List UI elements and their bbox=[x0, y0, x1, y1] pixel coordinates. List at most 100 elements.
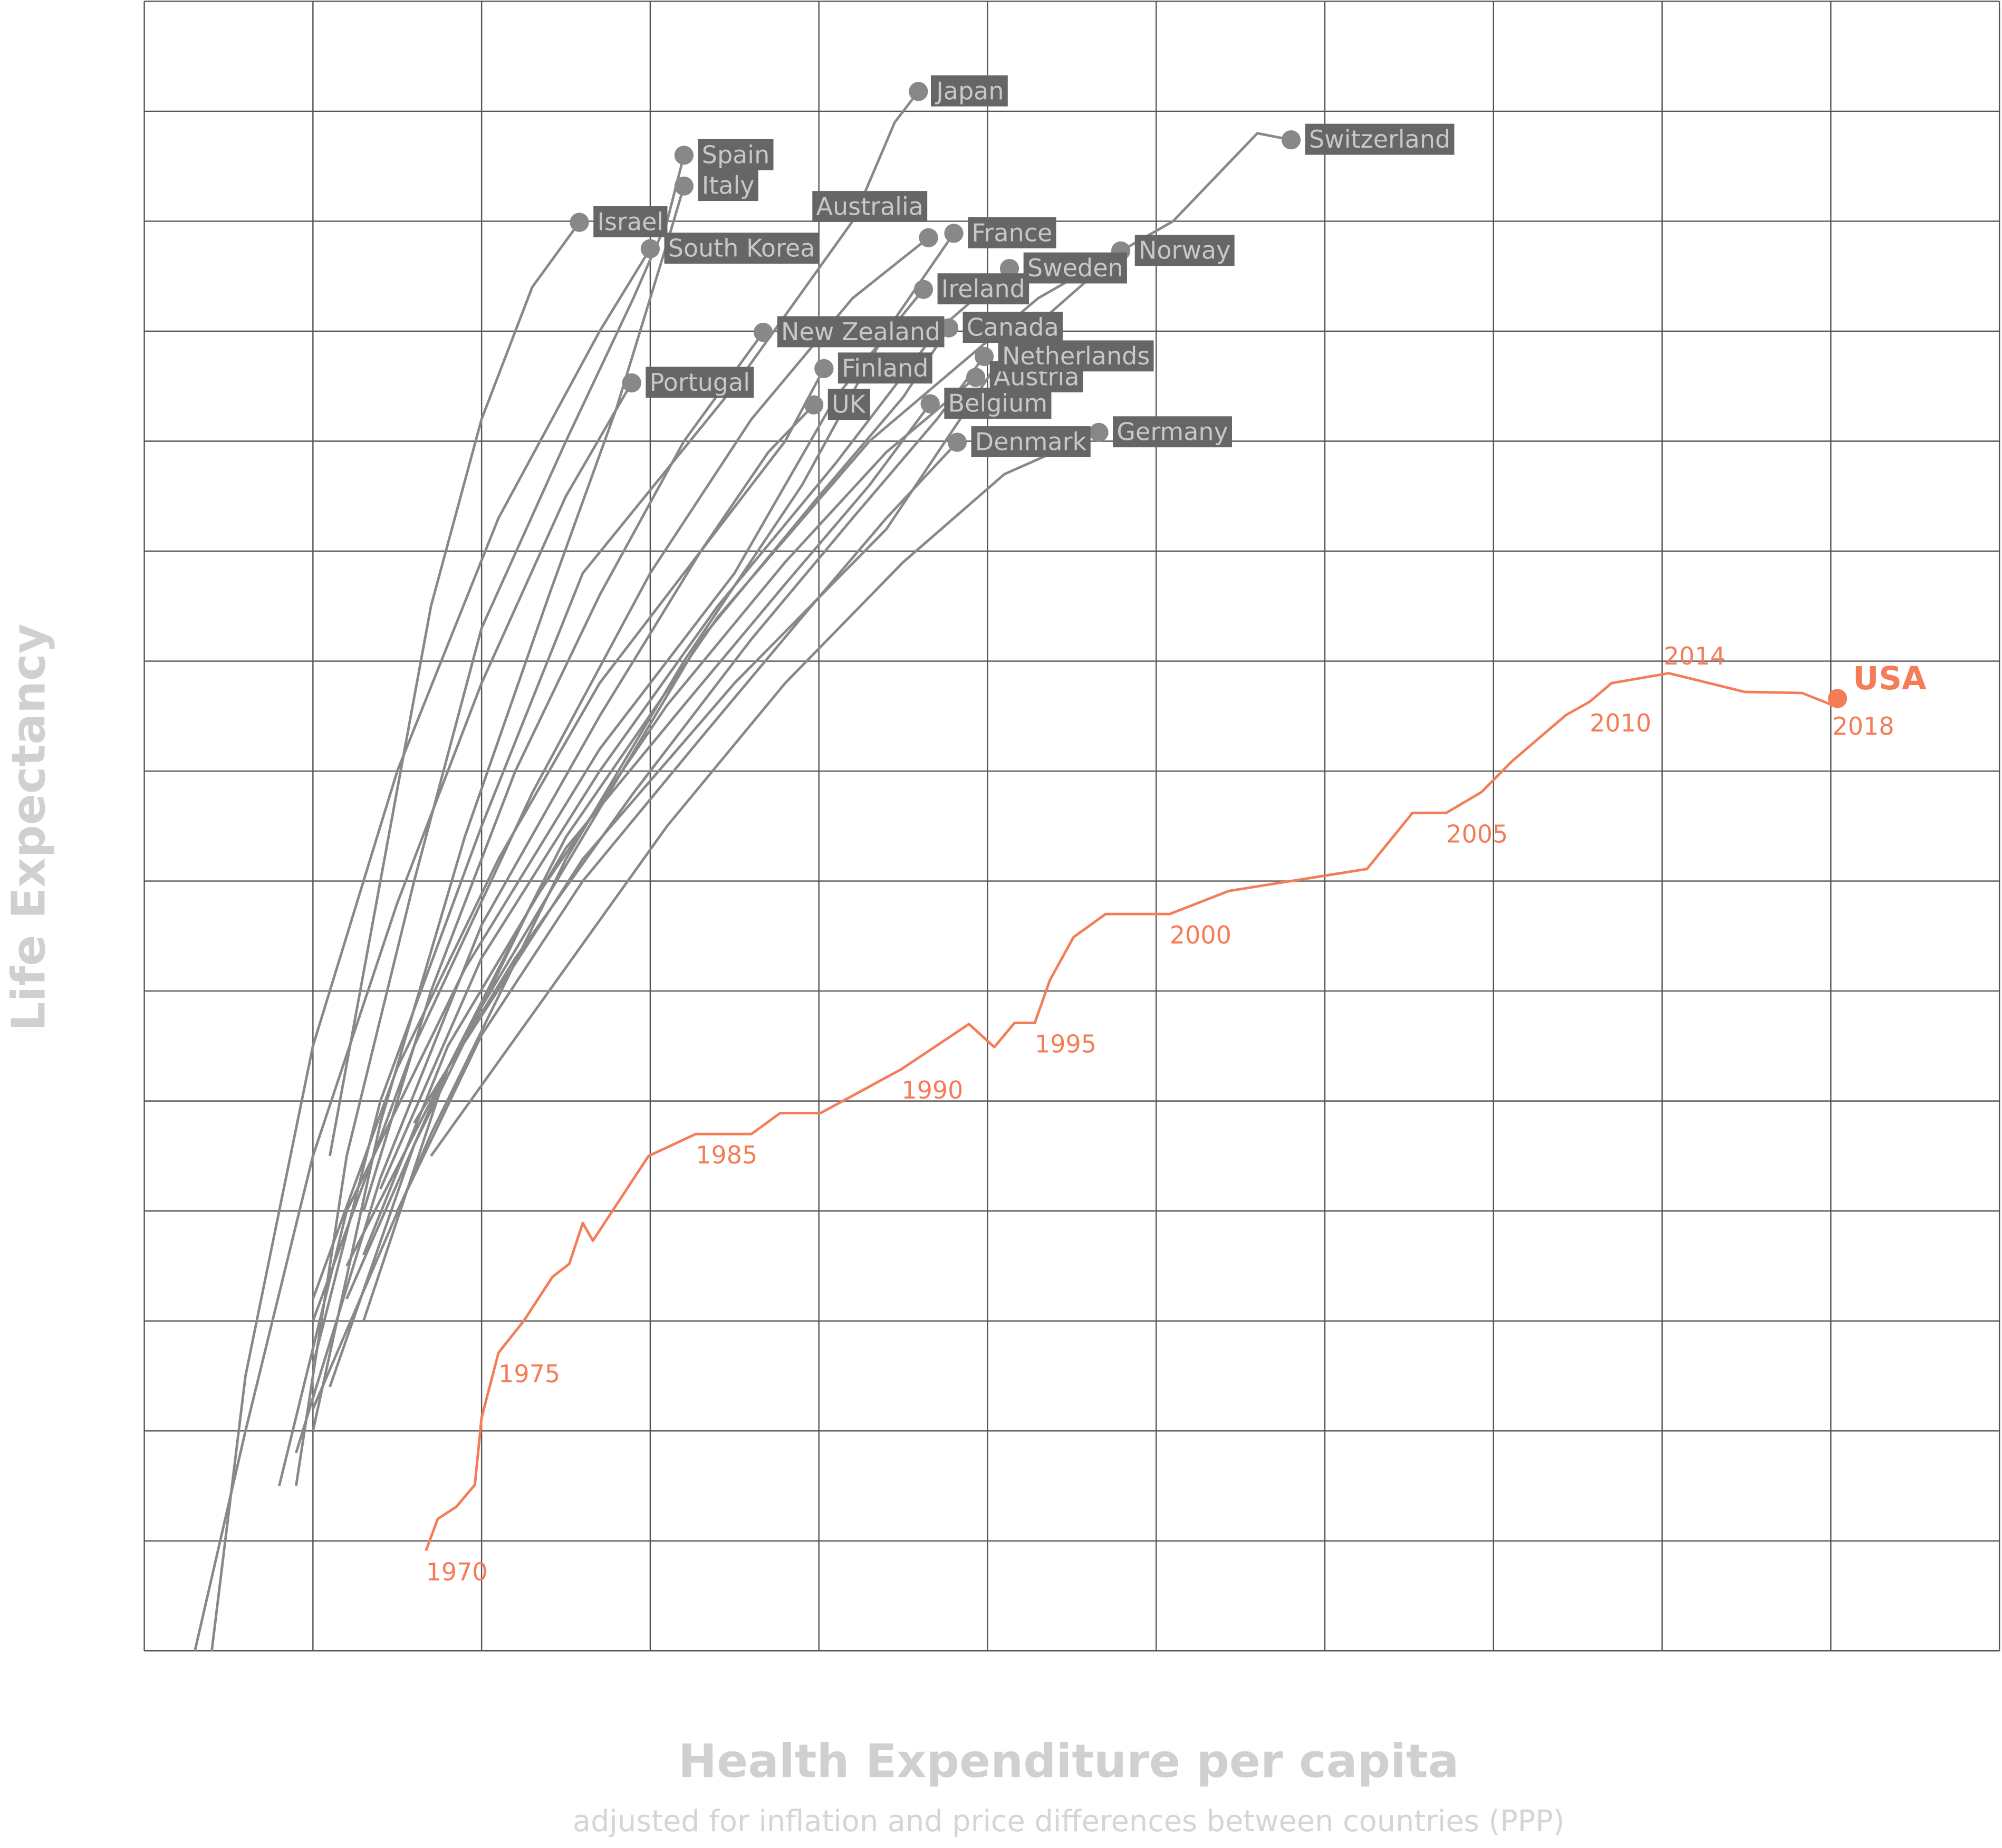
label-box bbox=[698, 139, 774, 170]
series-line bbox=[413, 355, 986, 1124]
country-name: South Korea bbox=[668, 234, 815, 263]
series-line bbox=[425, 672, 1839, 1552]
label-box bbox=[937, 273, 1029, 305]
series-line bbox=[295, 368, 825, 1454]
country-label: Netherlands bbox=[998, 340, 1154, 372]
label-box bbox=[1023, 252, 1127, 284]
country-name: Japan bbox=[935, 76, 1004, 105]
end-point bbox=[1827, 689, 1847, 708]
label-box bbox=[968, 217, 1056, 248]
series-line bbox=[194, 382, 633, 1651]
country-label: Germany bbox=[1113, 416, 1233, 448]
label-box bbox=[930, 75, 1008, 107]
series-line bbox=[294, 155, 686, 1486]
label-box bbox=[1305, 123, 1455, 155]
label-box bbox=[838, 352, 932, 384]
label-box bbox=[998, 340, 1154, 372]
end-point bbox=[804, 395, 824, 415]
label-box bbox=[827, 389, 870, 420]
country-label: Spain bbox=[698, 139, 774, 170]
country-name: New Zealand bbox=[781, 317, 940, 346]
point-label: 1985 bbox=[696, 1141, 757, 1169]
end-point bbox=[814, 359, 834, 379]
country-name: Norway bbox=[1139, 236, 1230, 265]
country-label: Portugal bbox=[646, 367, 754, 398]
country-name: Belgium bbox=[948, 389, 1048, 418]
series-line bbox=[362, 132, 1292, 1322]
end-point bbox=[947, 432, 967, 452]
country-name: Italy bbox=[702, 171, 755, 200]
point-label: 1990 bbox=[901, 1076, 963, 1104]
end-point bbox=[1281, 130, 1301, 150]
x-axis-title: Health Expenditure per capita bbox=[678, 1735, 1459, 1788]
country-name: Germany bbox=[1116, 418, 1228, 446]
country-name: France bbox=[971, 218, 1052, 247]
end-point bbox=[944, 224, 964, 243]
point-label: 2018 bbox=[1833, 712, 1894, 740]
country-label: France bbox=[968, 217, 1056, 248]
series-line bbox=[312, 236, 930, 1322]
point-label: 2010 bbox=[1590, 709, 1651, 737]
end-point bbox=[640, 239, 660, 258]
country-label: Italy bbox=[698, 170, 758, 201]
end-point bbox=[909, 82, 928, 101]
label-box bbox=[971, 426, 1091, 457]
country-name: Switzerland bbox=[1309, 125, 1450, 153]
end-point bbox=[674, 146, 694, 165]
country-name: Canada bbox=[967, 313, 1059, 342]
country-label: Japan bbox=[930, 75, 1008, 107]
country-label: Denmark bbox=[971, 426, 1091, 457]
point-label: 2014 bbox=[1664, 642, 1726, 670]
country-name: Australia bbox=[816, 192, 923, 221]
label-box bbox=[812, 191, 928, 222]
end-point bbox=[913, 280, 933, 299]
country-label: New Zealand bbox=[777, 316, 945, 348]
country-name: Sweden bbox=[1027, 254, 1123, 282]
label-box bbox=[777, 316, 945, 348]
point-label: 2005 bbox=[1446, 820, 1508, 848]
label-box bbox=[1113, 416, 1233, 448]
label-box bbox=[962, 312, 1063, 343]
country-label: Belgium bbox=[944, 388, 1052, 419]
country-label: Israel bbox=[593, 206, 668, 237]
series-line bbox=[328, 222, 581, 1157]
y-axis-title: Life Expectancy bbox=[2, 623, 55, 1031]
country-label: South Korea bbox=[664, 233, 819, 264]
country-label: Canada bbox=[962, 312, 1063, 343]
series-line bbox=[362, 331, 765, 1211]
series-line bbox=[210, 248, 651, 1651]
country-label: Switzerland bbox=[1305, 123, 1455, 155]
end-point bbox=[920, 394, 940, 413]
series-line bbox=[396, 441, 958, 1212]
country-label: Ireland bbox=[937, 273, 1029, 305]
end-point bbox=[999, 258, 1019, 278]
label-box bbox=[593, 206, 668, 237]
end-point bbox=[974, 346, 994, 367]
country-label: Norway bbox=[1134, 235, 1235, 266]
series-line bbox=[278, 288, 925, 1487]
series-line bbox=[430, 431, 1100, 1157]
label-box bbox=[646, 367, 754, 398]
point-label: 1975 bbox=[498, 1360, 560, 1388]
country-name: Portugal bbox=[650, 368, 750, 397]
end-point bbox=[674, 176, 694, 196]
country-name: Netherlands bbox=[1002, 342, 1150, 370]
country-name: UK bbox=[832, 390, 867, 419]
country-name: Israel bbox=[598, 207, 664, 236]
country-name: Finland bbox=[842, 354, 928, 382]
country-name: Denmark bbox=[975, 428, 1087, 456]
end-point bbox=[919, 228, 938, 247]
x-axis-subtitle: adjusted for inflation and price differe… bbox=[573, 1804, 1565, 1839]
label-box bbox=[698, 170, 758, 201]
end-point bbox=[1089, 422, 1109, 442]
point-label: 2000 bbox=[1170, 921, 1231, 949]
label-box bbox=[664, 233, 819, 264]
series-line bbox=[362, 403, 931, 1256]
end-point bbox=[570, 213, 589, 232]
country-name: Spain bbox=[702, 140, 769, 169]
point-label: 1995 bbox=[1035, 1030, 1096, 1058]
country-label: Sweden bbox=[1023, 252, 1127, 284]
